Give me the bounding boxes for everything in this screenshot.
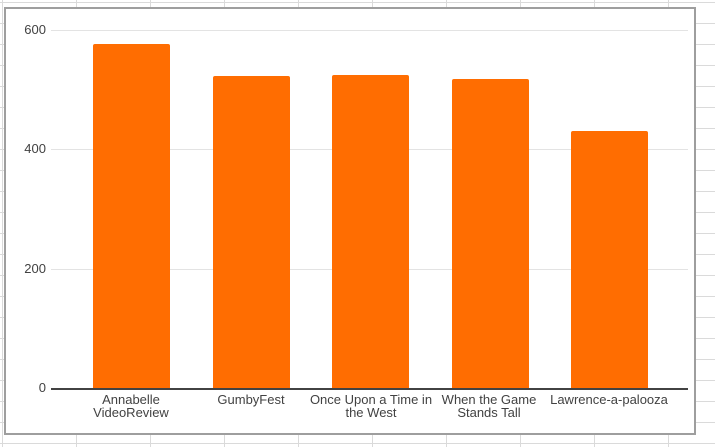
gridline-600 <box>51 30 688 31</box>
x-axis-line <box>51 388 688 390</box>
bar-3[interactable] <box>332 75 409 388</box>
x-axis-tick-label: Once Upon a Time in the West <box>309 392 433 420</box>
y-axis-tick-label: 0 <box>38 380 46 395</box>
bar-4[interactable] <box>452 79 529 388</box>
y-axis-tick-label: 600 <box>24 22 46 37</box>
y-axis-tick-label: 200 <box>24 261 46 276</box>
x-axis-tick-label: Annabelle VideoReview <box>93 392 169 420</box>
x-axis-tick-label: GumbyFest <box>217 392 285 407</box>
bar-5[interactable] <box>571 131 648 388</box>
bar-1[interactable] <box>93 44 170 388</box>
y-axis-tick-label: 400 <box>24 141 46 156</box>
x-axis-tick-label: Lawrence-a-palooza <box>550 392 668 407</box>
x-axis-tick-label: When the Game Stands Tall <box>441 392 537 420</box>
chart-panel[interactable]: 600 400 200 0 Annabelle VideoReview Gumb… <box>4 7 696 435</box>
bar-2[interactable] <box>213 76 290 388</box>
